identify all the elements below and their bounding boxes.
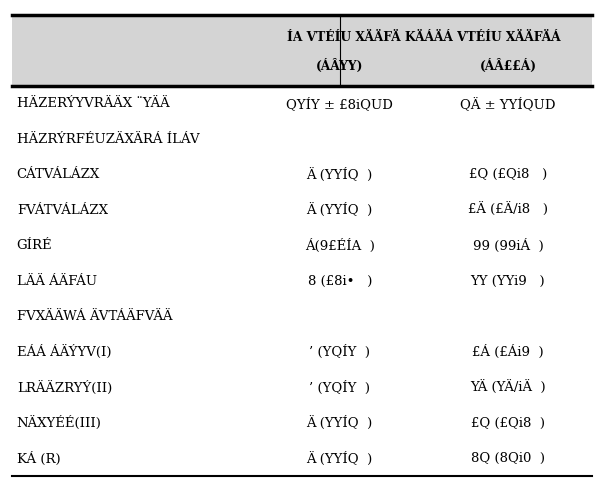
Text: 8 (£8i•   ): 8 (£8i• ) (307, 275, 372, 288)
Text: QÄ ± YYÍQUD: QÄ ± YYÍQUD (460, 97, 556, 111)
Text: GÍRÉ: GÍRÉ (17, 239, 53, 252)
Text: Ä (YYÍQ  ): Ä (YYÍQ ) (307, 203, 373, 217)
Bar (12, 441, 592, 476)
Bar (12, 122, 592, 157)
Text: (ÁÂ££Á): (ÁÂ££Á) (480, 59, 536, 73)
Bar (12, 299, 592, 334)
Text: 8Q (8Qi0  ): 8Q (8Qi0 ) (471, 452, 545, 465)
Text: CÁTVÁLÁZX: CÁTVÁLÁZX (17, 168, 100, 181)
Text: £Q (£Qi8   ): £Q (£Qi8 ) (469, 168, 547, 181)
Bar (12, 157, 592, 192)
Bar (12, 263, 592, 299)
Text: QYÍY ± £8iQUD: QYÍY ± £8iQUD (286, 97, 393, 111)
Text: £Q (£Qi8  ): £Q (£Qi8 ) (471, 417, 545, 430)
Text: HÄZRÝRFÉUZÄXÄRÁ ÍLÁV: HÄZRÝRFÉUZÄXÄRÁ ÍLÁV (17, 133, 199, 146)
Text: Ä (YYÍQ  ): Ä (YYÍQ ) (307, 416, 373, 430)
Text: YY (YYi9   ): YY (YYi9 ) (471, 275, 545, 288)
Text: YÄ (YÄ/iÄ  ): YÄ (YÄ/iÄ ) (470, 381, 546, 395)
Bar (12, 15, 592, 86)
Text: FVXÄÄWÁ ÄVTÁÄFVÄÄ: FVXÄÄWÁ ÄVTÁÄFVÄÄ (17, 310, 172, 323)
Bar (12, 228, 592, 263)
Text: Ä (YYÍQ  ): Ä (YYÍQ ) (307, 451, 373, 466)
Text: LRÄÄZRYÝ(II): LRÄÄZRYÝ(II) (17, 381, 112, 395)
Text: Ä (YYÍQ  ): Ä (YYÍQ ) (307, 168, 373, 182)
Text: ’ (YQÍY  ): ’ (YQÍY ) (309, 381, 370, 395)
Text: EÁÁ ÁÄÝYV(I): EÁÁ ÁÄÝYV(I) (17, 345, 111, 359)
Bar (12, 405, 592, 441)
Text: Á(9£ÉÍA  ): Á(9£ÉÍA ) (305, 239, 374, 253)
Text: KÁ (R): KÁ (R) (17, 451, 60, 466)
Text: HÄZERÝYVRÄÄX ¨YÄÄ: HÄZERÝYVRÄÄX ¨YÄÄ (17, 97, 169, 110)
Text: £Á (£Ái9  ): £Á (£Ái9 ) (472, 345, 544, 359)
Text: LÄÄ ÁÄFÁU: LÄÄ ÁÄFÁU (17, 275, 97, 288)
Bar (12, 370, 592, 405)
Bar (12, 192, 592, 228)
Text: ’ (YQÍY  ): ’ (YQÍY ) (309, 345, 370, 359)
Text: ÍA VTÉÍU XÄÄFÄ KÄÁÄÁ VTÉÍU XÄÄFÄÁ: ÍA VTÉÍU XÄÄFÄ KÄÁÄÁ VTÉÍU XÄÄFÄÁ (287, 31, 560, 44)
Text: £Ä (£Ä/i8   ): £Ä (£Ä/i8 ) (468, 203, 548, 217)
Text: NÄXYÉÉ(III): NÄXYÉÉ(III) (17, 416, 102, 430)
Text: FVÁTVÁLÁZX: FVÁTVÁLÁZX (17, 204, 108, 217)
Bar (12, 86, 592, 122)
Text: (ÁÂYY): (ÁÂYY) (316, 59, 364, 73)
Bar (12, 334, 592, 370)
Text: 99 (99iÁ  ): 99 (99iÁ ) (472, 239, 544, 253)
